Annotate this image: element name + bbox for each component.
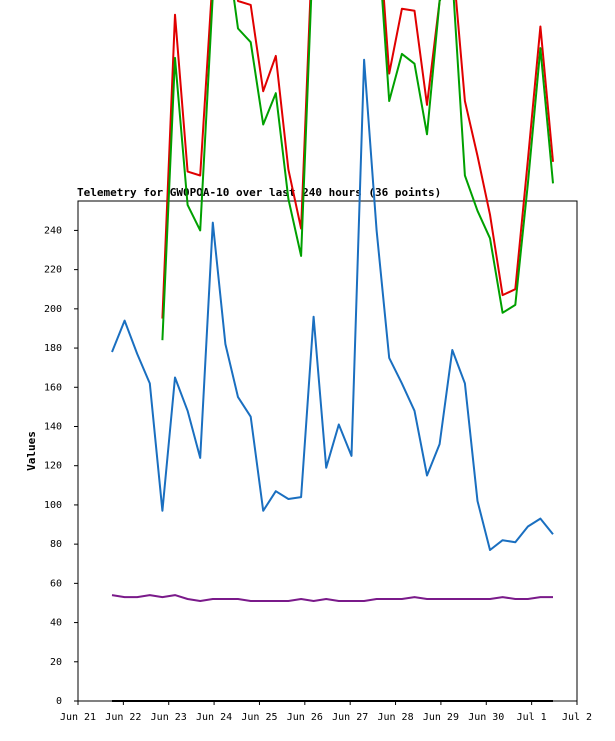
x-tick-label: Jun 24	[196, 712, 232, 723]
y-tick-label: 80	[50, 539, 62, 550]
y-axis-label: Values	[25, 431, 38, 471]
chart-title: Telemetry for GW0POA-10 over last 240 ho…	[77, 186, 441, 199]
x-tick-label: Jun 27	[332, 712, 368, 723]
y-tick-label: 180	[44, 343, 62, 354]
x-tick-label: Jul 2	[562, 712, 592, 723]
y-tick-label: 20	[50, 657, 62, 668]
y-tick-label: 100	[44, 500, 62, 511]
y-tick-label: 160	[44, 382, 62, 393]
y-tick-label: 240	[44, 225, 62, 236]
x-tick-label: Jun 28	[377, 712, 413, 723]
series-line	[111, 594, 553, 602]
y-tick-label: 40	[50, 618, 62, 629]
x-tick-label: Jun 30	[468, 712, 504, 723]
series-line	[161, 0, 554, 319]
y-tick-label: 0	[56, 696, 62, 707]
plot-frame	[77, 200, 578, 702]
x-tick-label: Jun 21	[60, 712, 96, 723]
x-tick-label: Jun 25	[241, 712, 277, 723]
x-tick-label: Jun 23	[151, 712, 187, 723]
series-line	[161, 0, 554, 341]
y-tick-label: 140	[44, 421, 62, 432]
y-tick-label: 200	[44, 304, 62, 315]
series-line	[111, 58, 554, 551]
x-tick-label: Jun 29	[423, 712, 459, 723]
x-tick-label: Jun 26	[287, 712, 323, 723]
y-tick-label: 120	[44, 461, 62, 472]
x-tick-label: Jul 1	[517, 712, 547, 723]
x-tick-label: Jun 22	[105, 712, 141, 723]
y-tick-label: 220	[44, 265, 62, 276]
y-tick-label: 60	[50, 578, 62, 589]
